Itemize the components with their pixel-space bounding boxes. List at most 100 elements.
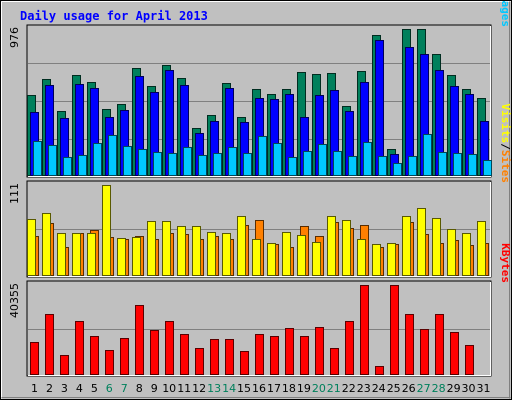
bar-pages-day-17	[273, 143, 282, 176]
bar-kbytes-day-15	[240, 351, 249, 375]
bar-kbytes-day-9	[150, 330, 159, 375]
bar-sites-day-14	[222, 233, 231, 276]
day-label-26: 26	[402, 382, 416, 395]
bar-kbytes-day-19	[300, 336, 309, 375]
day-label-2: 2	[46, 382, 53, 395]
bar-kbytes-day-5	[90, 336, 99, 375]
bar-kbytes-day-22	[345, 321, 354, 375]
bar-sites-day-1	[27, 219, 36, 276]
bar-kbytes-day-25	[390, 285, 399, 375]
day-label-31: 31	[477, 382, 491, 395]
bar-pages-day-22	[348, 156, 357, 176]
bar-kbytes-day-10	[165, 321, 174, 375]
bar-pages-day-28	[438, 152, 447, 176]
bar-kbytes-day-1	[30, 342, 39, 375]
bar-sites-day-7	[117, 238, 126, 276]
bar-pages-day-23	[363, 142, 372, 176]
bar-sites-day-4	[72, 233, 81, 276]
bar-kbytes-day-20	[315, 327, 324, 375]
bar-sites-day-19	[297, 235, 306, 276]
day-label-27: 27	[417, 382, 431, 395]
bar-kbytes-day-3	[60, 355, 69, 375]
bar-pages-day-3	[63, 157, 72, 176]
bar-kbytes-day-18	[285, 328, 294, 375]
day-label-8: 8	[136, 382, 143, 395]
day-label-17: 17	[267, 382, 281, 395]
bar-sites-day-3	[57, 233, 66, 276]
panel-3-ymax-label: 40355	[8, 283, 21, 318]
bar-kbytes-day-8	[135, 305, 144, 375]
bar-kbytes-day-13	[210, 339, 219, 375]
day-label-18: 18	[282, 382, 296, 395]
day-label-15: 15	[237, 382, 251, 395]
bar-sites-day-18	[282, 232, 291, 276]
day-label-29: 29	[447, 382, 461, 395]
bar-pages-day-19	[303, 151, 312, 176]
bar-kbytes-day-17	[270, 336, 279, 375]
bar-sites-day-30	[462, 233, 471, 276]
bar-kbytes-day-6	[105, 350, 114, 375]
bar-kbytes-day-2	[45, 314, 54, 375]
bar-pages-day-12	[198, 155, 207, 176]
day-label-21: 21	[327, 382, 341, 395]
day-label-10: 10	[162, 382, 176, 395]
bar-sites-day-22	[342, 220, 351, 276]
bar-kbytes-day-12	[195, 348, 204, 375]
day-label-4: 4	[76, 382, 83, 395]
bar-pages-day-5	[93, 143, 102, 176]
bar-sites-day-11	[177, 226, 186, 276]
bar-pages-day-16	[258, 136, 267, 176]
bar-sites-day-27	[417, 208, 426, 276]
day-label-1: 1	[31, 382, 38, 395]
bar-sites-day-5	[87, 233, 96, 276]
bar-pages-day-30	[468, 154, 477, 176]
bar-pages-day-11	[183, 147, 192, 176]
bar-kbytes-day-7	[120, 338, 129, 375]
panel-1-legend: Hits/Files/Pages	[499, 0, 512, 27]
day-axis-labels: 1 2 3 4 5 6 7 8 9 10 11 12 13 14 15 16 17 18 19 20 21 22 23 24 2…	[31, 382, 491, 395]
bar-pages-day-18	[288, 157, 297, 176]
bar-kbytes-day-23	[360, 285, 369, 375]
bar-pages-day-15	[243, 153, 252, 176]
day-label-11: 11	[177, 382, 191, 395]
bar-kbytes-day-30	[465, 345, 474, 375]
day-label-9: 9	[151, 382, 158, 395]
bar-kbytes-day-26	[405, 314, 414, 375]
chart-title: Daily usage for April 2013	[20, 9, 208, 23]
bar-kbytes-day-27	[420, 329, 429, 375]
day-label-5: 5	[91, 382, 98, 395]
bar-sites-day-28	[432, 218, 441, 276]
bar-sites-day-25	[387, 243, 396, 276]
bar-pages-day-10	[168, 153, 177, 176]
day-label-16: 16	[252, 382, 266, 395]
bar-sites-day-2	[42, 213, 51, 276]
bar-files-day-24	[375, 40, 384, 176]
day-label-13: 13	[207, 382, 221, 395]
bar-pages-day-27	[423, 134, 432, 176]
bar-pages-day-25	[393, 163, 402, 176]
day-label-20: 20	[312, 382, 326, 395]
bar-kbytes-day-4	[75, 321, 84, 375]
day-label-30: 30	[462, 382, 476, 395]
bar-pages-day-26	[408, 156, 417, 176]
bar-pages-day-4	[78, 155, 87, 176]
bar-pages-day-29	[453, 153, 462, 176]
bar-kbytes-day-24	[375, 366, 384, 375]
bar-pages-day-20	[318, 144, 327, 176]
bar-sites-day-20	[312, 242, 321, 276]
bar-sites-day-26	[402, 216, 411, 276]
bar-sites-day-13	[207, 232, 216, 276]
bar-kbytes-day-28	[435, 314, 444, 375]
bar-sites-day-12	[192, 226, 201, 276]
bar-kbytes-day-16	[255, 334, 264, 375]
bar-sites-day-24	[372, 244, 381, 276]
day-label-22: 22	[342, 382, 356, 395]
bar-pages-day-7	[123, 146, 132, 176]
bar-pages-day-6	[108, 135, 117, 176]
day-label-25: 25	[387, 382, 401, 395]
panel-1-ymax-label: 976	[8, 27, 21, 48]
panel-3: 40355 KBytes	[8, 243, 512, 377]
bar-pages-day-24	[378, 156, 387, 176]
day-label-6: 6	[106, 382, 113, 395]
